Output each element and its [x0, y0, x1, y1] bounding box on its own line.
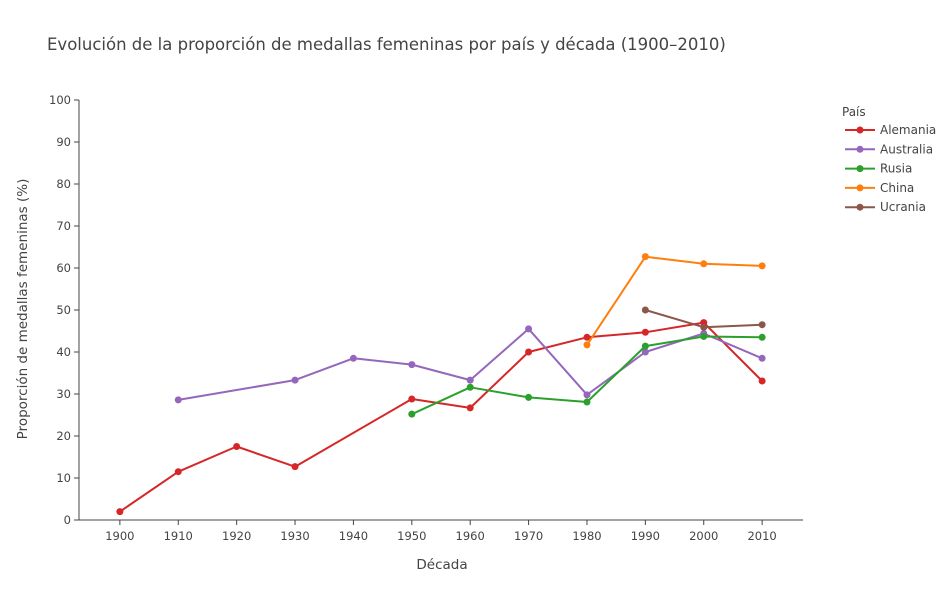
legend-label: Ucrania: [880, 200, 926, 214]
data-point-alemania[interactable]: [116, 508, 124, 516]
data-point-alemania[interactable]: [466, 404, 474, 412]
data-point-alemania[interactable]: [174, 468, 182, 476]
data-point-rusia[interactable]: [525, 393, 533, 401]
legend-item-australia[interactable]: Australia: [845, 142, 933, 156]
data-point-rusia[interactable]: [408, 410, 416, 418]
data-point-australia[interactable]: [291, 376, 299, 384]
x-axis-title: Década: [416, 557, 467, 573]
legend-items: Alemania Australia Rusia China Ucrania: [845, 123, 936, 214]
data-point-alemania[interactable]: [641, 328, 649, 336]
x-ticks: 1900 1910 1920 1930 1940 1950 1960 1970 1980 1990…: [105, 520, 777, 543]
y-tick-label: 30: [56, 387, 71, 401]
data-point-australia[interactable]: [641, 348, 649, 356]
legend-item-ucrania[interactable]: Ucrania: [845, 200, 926, 214]
data-point-rusia[interactable]: [700, 332, 708, 340]
legend-title: País: [842, 105, 866, 119]
data-point-rusia[interactable]: [583, 398, 591, 406]
data-point-alemania[interactable]: [583, 333, 591, 341]
legend-swatch-marker: [856, 145, 864, 153]
series-line-alemania: [119, 321, 763, 513]
x-tick-label: 2010: [747, 529, 776, 543]
x-tick-label: 1910: [164, 529, 193, 543]
y-tick-label: 0: [64, 513, 71, 527]
x-tick-label: 1920: [222, 529, 251, 543]
data-point-australia[interactable]: [583, 391, 591, 399]
data-point-australia[interactable]: [758, 354, 766, 362]
data-point-australia[interactable]: [408, 361, 416, 369]
y-tick-label: 60: [56, 261, 71, 275]
data-point-alemania[interactable]: [758, 377, 766, 385]
data-point-ucrania[interactable]: [700, 323, 708, 331]
y-tick-label: 10: [56, 471, 71, 485]
data-point-alemania[interactable]: [408, 395, 416, 403]
x-tick-label: 1970: [514, 529, 543, 543]
series-rusia: [408, 332, 766, 418]
y-tick-label: 20: [56, 429, 71, 443]
x-tick-label: 1960: [456, 529, 485, 543]
y-tick-label: 80: [56, 177, 71, 191]
y-axis-title: Proporción de medallas femeninas (%): [15, 179, 31, 440]
data-point-rusia[interactable]: [466, 383, 474, 391]
x-tick-label: 1950: [397, 529, 426, 543]
data-point-australia[interactable]: [174, 396, 182, 404]
plot-series: [116, 253, 766, 516]
legend-label: Rusia: [880, 162, 912, 176]
data-point-china[interactable]: [583, 341, 591, 349]
legend-swatch-marker: [856, 165, 864, 173]
data-point-australia[interactable]: [349, 354, 357, 362]
data-point-rusia[interactable]: [641, 342, 649, 350]
y-tick-label: 40: [56, 345, 71, 359]
x-tick-label: 1940: [339, 529, 368, 543]
data-point-ucrania[interactable]: [758, 321, 766, 329]
y-tick-label: 50: [56, 303, 71, 317]
data-point-australia[interactable]: [466, 376, 474, 384]
series-line-australia: [178, 327, 763, 401]
x-tick-label: 1980: [572, 529, 601, 543]
data-point-alemania[interactable]: [291, 463, 299, 471]
legend-item-china[interactable]: China: [845, 181, 914, 195]
x-tick-label: 1930: [280, 529, 309, 543]
series-ucrania: [641, 306, 766, 331]
legend-swatch-marker: [856, 203, 864, 211]
legend-label: China: [880, 181, 914, 195]
y-tick-label: 70: [56, 219, 71, 233]
legend-item-rusia[interactable]: Rusia: [845, 162, 912, 176]
data-point-australia[interactable]: [525, 325, 533, 333]
legend-swatch-marker: [856, 126, 864, 134]
legend-item-alemania[interactable]: Alemania: [845, 123, 936, 137]
y-ticks: 0 10 20 30 40 50 60 70 80 90 100: [49, 93, 79, 527]
x-tick-label: 2000: [689, 529, 718, 543]
series-alemania: [116, 319, 766, 516]
x-tick-label: 1900: [105, 529, 134, 543]
y-tick-label: 90: [56, 135, 71, 149]
series-australia: [174, 325, 766, 404]
legend-label: Australia: [880, 142, 933, 156]
data-point-china[interactable]: [700, 260, 708, 268]
legend-swatch-marker: [856, 184, 864, 192]
data-point-rusia[interactable]: [758, 333, 766, 341]
legend-label: Alemania: [880, 123, 936, 137]
legend: País Alemania Australia Rusia China Ucrania: [842, 105, 936, 214]
data-point-alemania[interactable]: [233, 443, 241, 450]
series-china: [583, 253, 766, 349]
chart-title: Evolución de la proporción de medallas f…: [47, 35, 726, 54]
data-point-china[interactable]: [758, 262, 766, 270]
x-tick-label: 1990: [631, 529, 660, 543]
series-line-china: [586, 255, 763, 346]
y-tick-label: 100: [49, 93, 71, 107]
data-point-china[interactable]: [641, 253, 649, 261]
data-point-alemania[interactable]: [525, 348, 533, 356]
data-point-ucrania[interactable]: [641, 306, 649, 314]
